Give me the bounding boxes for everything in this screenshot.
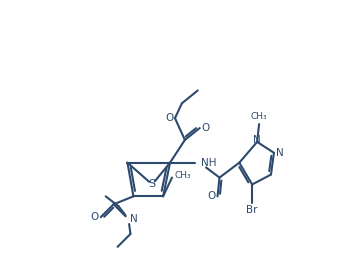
Text: NH: NH <box>201 158 216 168</box>
Text: O: O <box>166 113 174 123</box>
Text: N: N <box>130 214 138 224</box>
Text: Br: Br <box>246 205 258 215</box>
Text: O: O <box>207 191 216 201</box>
Text: O: O <box>202 123 210 133</box>
Text: N: N <box>276 148 284 158</box>
Text: S: S <box>149 179 156 189</box>
Text: O: O <box>91 212 99 222</box>
Text: N: N <box>253 135 261 145</box>
Text: CH₃: CH₃ <box>251 112 267 121</box>
Text: CH₃: CH₃ <box>175 171 192 180</box>
